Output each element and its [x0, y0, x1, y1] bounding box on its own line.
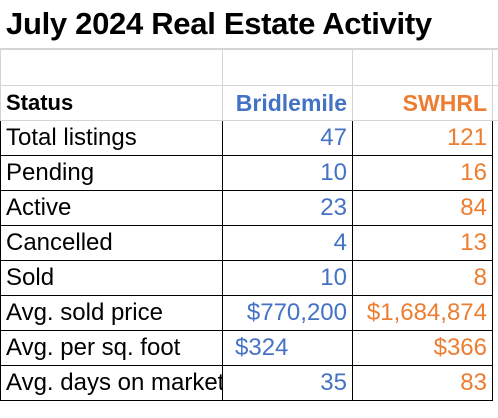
row-label[interactable]: Avg. days on market	[0, 365, 223, 401]
cell-empty	[492, 225, 498, 261]
cell-empty[interactable]	[492, 49, 498, 86]
row-label[interactable]: Active	[0, 190, 223, 226]
header-swhrl[interactable]: SWHRL	[352, 85, 493, 121]
swhrl-value[interactable]: 84	[352, 190, 493, 226]
row-label[interactable]: Sold	[0, 260, 223, 296]
bridlemile-value[interactable]: 10	[222, 260, 353, 296]
cell-empty[interactable]	[352, 49, 493, 86]
table-row: Total listings 47 121	[0, 120, 498, 156]
bridlemile-value[interactable]: 47	[222, 120, 353, 156]
swhrl-value[interactable]: 13	[352, 225, 493, 261]
bridlemile-value[interactable]: 35	[222, 365, 353, 401]
table-row: Avg. per sq. foot $324 $366	[0, 330, 498, 366]
bridlemile-value[interactable]: $324	[222, 330, 353, 366]
row-label[interactable]: Avg. sold price	[0, 295, 223, 331]
cell-empty	[492, 365, 498, 401]
swhrl-value[interactable]: 16	[352, 155, 493, 191]
table-row: Sold 10 8	[0, 260, 498, 296]
cell-empty	[492, 155, 498, 191]
swhrl-value[interactable]: 83	[352, 365, 493, 401]
table-row: Active 23 84	[0, 190, 498, 226]
cell-empty	[492, 330, 498, 366]
blank-row	[0, 49, 498, 86]
row-label[interactable]: Pending	[0, 155, 223, 191]
cell-empty[interactable]	[492, 85, 498, 121]
cell-empty[interactable]	[0, 49, 223, 86]
sheet-title[interactable]: July 2024 Real Estate Activity	[0, 0, 498, 49]
cell-empty	[492, 120, 498, 156]
header-status[interactable]: Status	[0, 85, 223, 121]
swhrl-value[interactable]: 8	[352, 260, 493, 296]
cell-empty[interactable]	[222, 49, 353, 86]
swhrl-value[interactable]: $1,684,874	[352, 295, 493, 331]
bridlemile-value[interactable]: $770,200	[222, 295, 353, 331]
table-row: Pending 10 16	[0, 155, 498, 191]
header-bridlemile[interactable]: Bridlemile	[222, 85, 353, 121]
cell-empty	[492, 260, 498, 296]
bridlemile-value[interactable]: 4	[222, 225, 353, 261]
activity-table: Status Bridlemile SWHRL Total listings 4…	[0, 49, 498, 401]
cell-empty	[492, 190, 498, 226]
header-row: Status Bridlemile SWHRL	[0, 85, 498, 121]
row-label[interactable]: Total listings	[0, 120, 223, 156]
table-row: Cancelled 4 13	[0, 225, 498, 261]
row-label[interactable]: Cancelled	[0, 225, 223, 261]
cell-empty	[492, 295, 498, 331]
swhrl-value[interactable]: $366	[352, 330, 493, 366]
swhrl-value[interactable]: 121	[352, 120, 493, 156]
row-label[interactable]: Avg. per sq. foot	[0, 330, 223, 366]
table-row: Avg. days on market 35 83	[0, 365, 498, 401]
bridlemile-value[interactable]: 23	[222, 190, 353, 226]
bridlemile-value[interactable]: 10	[222, 155, 353, 191]
table-row: Avg. sold price $770,200 $1,684,874	[0, 295, 498, 331]
